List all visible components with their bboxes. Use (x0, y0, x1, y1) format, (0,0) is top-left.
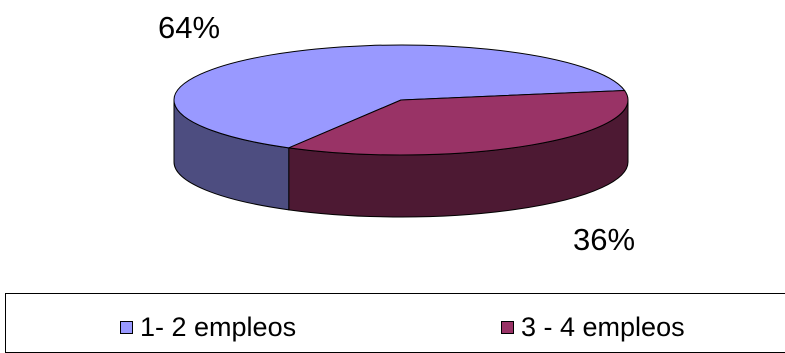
legend-label-1: 1- 2 empleos (140, 312, 297, 342)
pie-slice-2 (287, 89, 629, 156)
data-label-slice-1: 64% (158, 10, 221, 45)
legend-label-2: 3 - 4 empleos (521, 312, 685, 342)
chart-legend: 1- 2 empleos 3 - 4 empleos (5, 293, 785, 353)
legend-item-2: 3 - 4 empleos (501, 312, 685, 343)
legend-swatch-1 (120, 321, 133, 334)
legend-item-1: 1- 2 empleos (120, 312, 296, 343)
pie-slice-1 (173, 44, 626, 149)
data-label-slice-2: 36% (573, 222, 636, 257)
legend-swatch-2 (501, 321, 514, 334)
